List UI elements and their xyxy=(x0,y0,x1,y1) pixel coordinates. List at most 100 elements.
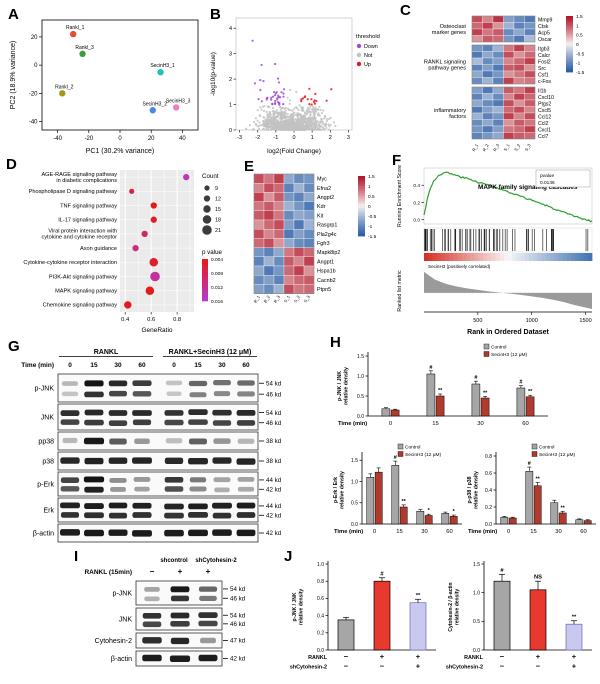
volcano-svg: -3 -2 -1 0 1 2 3 0 1 2 3 4 log2(Fold Change) -log10(p… xyxy=(210,17,380,155)
svg-text:0.6: 0.6 xyxy=(485,471,492,477)
svg-text:0.8: 0.8 xyxy=(485,454,492,460)
svg-text:Cacnb2: Cacnb2 xyxy=(317,278,336,284)
svg-text:-1: -1 xyxy=(576,61,581,67)
pca-scatter-svg: -40 -20 0 20 40 -40 -20 0 20 PC1 (30.2% variance)… xyxy=(10,19,199,155)
svg-text:-0.5: -0.5 xyxy=(368,214,377,220)
single-bars-svg: 0.0 0.5 1.0 1.5 Cytohesin-2 / β-actin relativ… xyxy=(446,561,592,671)
svg-text:**: ** xyxy=(416,593,421,599)
svg-text:−: − xyxy=(344,662,349,671)
svg-text:20: 20 xyxy=(148,136,155,142)
svg-text:AGE-RAGE signaling pathway: AGE-RAGE signaling pathway xyxy=(41,172,117,178)
svg-text:pvalue: pvalue xyxy=(540,173,554,179)
western-blot-g: RANKL RANKL+SecinH3 (12 μM) Time (min) 0 15 3… xyxy=(6,344,332,548)
svg-text:0: 0 xyxy=(373,529,376,535)
svg-text:Hspa1b: Hspa1b xyxy=(317,269,336,275)
svg-text:0.008: 0.008 xyxy=(211,271,223,277)
svg-text:PI3K-Akt signaling pathway: PI3K-Akt signaling pathway xyxy=(49,274,117,280)
svg-text:0.5: 0.5 xyxy=(351,501,358,507)
svg-text:TNF signaling pathway: TNF signaling pathway xyxy=(60,203,117,209)
svg-text:JNK: JNK xyxy=(119,616,133,623)
svg-text:R_3: R_3 xyxy=(492,142,501,152)
svg-text:+: + xyxy=(380,652,385,661)
svg-text:0: 0 xyxy=(576,42,579,48)
svg-text:+: + xyxy=(572,662,577,671)
svg-text:40: 40 xyxy=(179,136,186,142)
western-blot-svg: shcontrol shCytohesin-2 RANKL (15min) − + + p-… xyxy=(84,558,246,667)
svg-text:0.5: 0.5 xyxy=(368,194,375,200)
svg-text:shcontrol: shcontrol xyxy=(160,558,188,564)
svg-text:SecinH3 (12 μM): SecinH3 (12 μM) xyxy=(405,452,441,458)
svg-text:+: + xyxy=(178,567,183,576)
svg-text:Csf1: Csf1 xyxy=(538,72,549,78)
svg-text:Angpt1: Angpt1 xyxy=(317,259,334,265)
svg-text:Control: Control xyxy=(405,444,420,450)
svg-text:+: + xyxy=(536,652,541,661)
svg-text:46 kd: 46 kd xyxy=(230,621,246,628)
svg-text:RANKL: RANKL xyxy=(308,655,328,661)
pjnk-knockdown-bar-chart: 0.0 0.2 0.4 0.6 0.8 1.0 p-JNK / JNK relative de… xyxy=(290,554,442,680)
svg-text:Rankl_3: Rankl_3 xyxy=(75,45,94,51)
svg-text:β-actin: β-actin xyxy=(111,656,132,663)
svg-text:−: − xyxy=(500,662,505,671)
svg-text:Time (min): Time (min) xyxy=(468,529,497,535)
svg-text:Cytohesin-2: Cytohesin-2 xyxy=(95,638,132,645)
svg-text:p-Erk / Erk: p-Erk / Erk xyxy=(333,477,339,503)
svg-text:38 kd: 38 kd xyxy=(266,438,282,445)
svg-text:-1.5: -1.5 xyxy=(368,234,377,240)
panel-j-chart-2: 0.0 0.5 1.0 1.5 Cytohesin-2 / β-actin relativ… xyxy=(446,554,598,680)
svg-text:Time (min): Time (min) xyxy=(21,362,54,369)
svg-text:15: 15 xyxy=(396,529,402,535)
cytohesin-bar-chart: 0.0 0.5 1.0 1.5 Cytohesin-2 / β-actin relativ… xyxy=(446,554,598,680)
svg-text:Cxcl1: Cxcl1 xyxy=(538,127,551,133)
svg-text:**: ** xyxy=(536,476,541,482)
svg-text:1: 1 xyxy=(576,23,579,29)
svg-text:0.4: 0.4 xyxy=(317,613,324,619)
svg-text:SecinH3_3: SecinH3_3 xyxy=(166,98,191,104)
svg-text:SecinH3 (12 μM): SecinH3 (12 μM) xyxy=(491,352,527,358)
svg-text:1.0: 1.0 xyxy=(357,374,364,380)
svg-text:Up: Up xyxy=(364,62,371,68)
svg-text:0: 0 xyxy=(507,529,510,535)
svg-text:-1: -1 xyxy=(368,224,373,230)
svg-text:relative density: relative density xyxy=(474,471,480,509)
svg-text:Il1b: Il1b xyxy=(538,88,546,94)
svg-text:*: * xyxy=(428,508,431,514)
svg-text:Cxcl5: Cxcl5 xyxy=(538,108,551,114)
svg-text:0.8: 0.8 xyxy=(317,579,324,585)
svg-text:Axon guidance: Axon guidance xyxy=(80,246,117,252)
svg-text:38 kd: 38 kd xyxy=(266,458,282,465)
svg-text:44 kd: 44 kd xyxy=(266,477,282,484)
svg-text:**: ** xyxy=(483,390,488,396)
svg-text:log2(Fold Change): log2(Fold Change) xyxy=(267,148,321,155)
svg-text:54 kd: 54 kd xyxy=(230,586,246,593)
svg-text:R_2: R_2 xyxy=(481,142,490,152)
svg-text:0.0: 0.0 xyxy=(351,522,358,528)
svg-text:0.004: 0.004 xyxy=(211,257,223,263)
svg-text:-40: -40 xyxy=(53,136,62,142)
svg-text:30: 30 xyxy=(555,529,561,535)
svg-text:1: 1 xyxy=(311,135,314,141)
svg-text:pathway genes: pathway genes xyxy=(428,66,466,72)
panel-label-a: A xyxy=(8,6,19,23)
svg-text:Mmp9: Mmp9 xyxy=(538,17,553,23)
svg-text:42 kd: 42 kd xyxy=(266,486,282,493)
svg-text:42 kd: 42 kd xyxy=(266,512,282,519)
svg-text:9: 9 xyxy=(215,186,218,192)
svg-text:RANKL+SecinH3 (12 μM): RANKL+SecinH3 (12 μM) xyxy=(169,349,252,356)
svg-text:**: ** xyxy=(561,505,566,511)
svg-text:0: 0 xyxy=(229,128,232,134)
svg-text:30: 30 xyxy=(114,362,122,369)
svg-text:−: − xyxy=(536,662,541,671)
svg-text:Itgb3: Itgb3 xyxy=(538,46,550,52)
svg-text:p-p38 / p38: p-p38 / p38 xyxy=(467,476,473,503)
svg-text:RANKL signaling: RANKL signaling xyxy=(424,59,466,65)
svg-text:Ptgs2: Ptgs2 xyxy=(538,101,551,107)
svg-text:4: 4 xyxy=(229,26,232,32)
svg-text:S_3: S_3 xyxy=(524,142,532,152)
svg-text:p-Erk: p-Erk xyxy=(37,481,54,488)
svg-text:Running Enrichment Score: Running Enrichment Score xyxy=(397,165,403,227)
svg-text:0: 0 xyxy=(34,63,38,69)
svg-text:18: 18 xyxy=(215,218,221,224)
